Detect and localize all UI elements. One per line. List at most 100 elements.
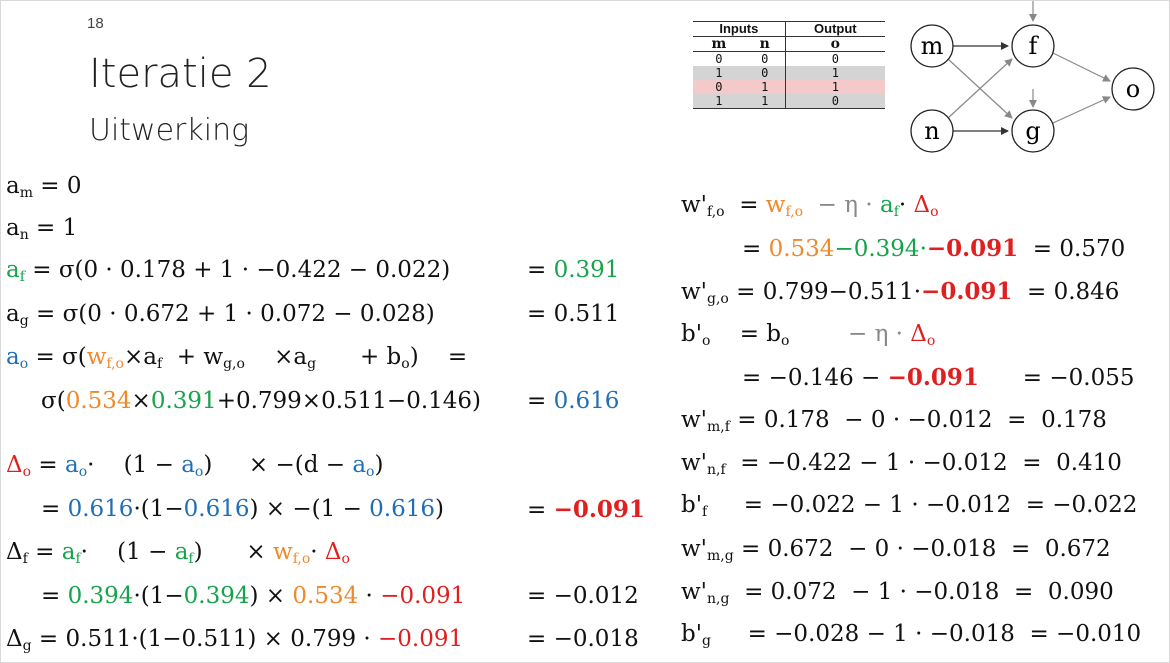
eq-w-mf: w'm,f = 0.178 − 0 · −0.012 = 0.178 [681,407,1107,435]
eq-b-o: b'o = bo − η · Δo [681,321,936,349]
table-group-inputs: Inputs [693,21,786,37]
table-col-m: m [693,36,745,52]
table-row: 1 1 0 [693,94,885,109]
eq-an-value: 1 [62,215,78,241]
eq-delta-g-result-value: −0.018 [553,626,639,652]
eq-ao-result: = 0.616 [527,388,620,414]
eq-delta-o-result: = −0.091 [527,496,645,523]
node-g: g [1011,109,1055,153]
eq-b-g: b'g = −0.028 − 1 · −0.018 = −0.010 [681,621,1142,649]
eq-delta-o-v1: 0.616 [67,496,134,522]
eq-w-go: w'g,o = 0.799−0.511·−0.091 = 0.846 [681,278,1120,307]
eq-delta-o-v3: 0.616 [369,496,436,522]
node-o-label: o [1126,75,1140,103]
eq-w-fo-v2: −0.394· [834,236,927,262]
eq-ao-formula: ao = σ(wf,o×af + wg,o ×ag + bo) = [6,344,468,372]
eq-ao-rest: +0.799×0.511−0.146) [216,388,482,414]
slide-number: 18 [87,15,104,32]
eq-af-result: = 0.391 [527,257,620,283]
node-n: n [910,109,954,153]
table-group-output: Output [784,21,885,37]
eq-b-g-value: = −0.028 − 1 · −0.018 = −0.010 [747,621,1142,647]
eq-delta-f-result-value: −0.012 [553,583,639,609]
table-cell: 0 [784,94,885,109]
eq-w-go-expr: 0.799−0.511· [762,279,922,305]
table-cell: 0 [761,66,769,80]
eq-w-fo-v1: 0.534 [768,236,835,262]
table-cell: 0 [784,51,885,66]
eq-ao-numeric: σ(0.534×0.391+0.799×0.511−0.146) [41,388,482,414]
truth-table: Inputs Output m n o 0 0 0 1 0 1 0 1 [693,21,885,109]
node-f: f [1011,24,1055,68]
eq-w-nf: w'n,f = −0.422 − 1 · −0.012 = 0.410 [681,450,1122,478]
eq-af-expr: σ(0 · 0.178 + 1 · −0.422 − 0.022) [58,257,451,283]
network-edges [947,1,1111,135]
table-cell: 1 [784,80,885,94]
slide-subtitle: Uitwerking [89,113,250,148]
eq-delta-f-w: 0.534 [292,583,359,609]
table-cell: 1 [744,94,786,109]
table-row: 1 0 1 [693,66,885,80]
eq-delta-o: Δo = ao· (1 − ao) × −(d − ao) [6,452,384,480]
eq-af-result-value: 0.391 [553,257,620,283]
eq-ag-result-value: 0.511 [553,301,620,327]
eq-b-o-result: −0.055 [1049,365,1135,391]
node-o: o [1111,67,1155,111]
eq-b-f-value: = −0.022 − 1 · −0.012 = −0.022 [743,492,1138,518]
eq-w-ng: w'n,g = 0.072 − 1 · −0.018 = 0.090 [681,579,1114,607]
eq-delta-g: Δg = 0.511·(1−0.511) × 0.799 · −0.091 [6,626,464,654]
eq-w-nf-value: = −0.422 − 1 · −0.012 = 0.410 [740,450,1122,476]
eq-ag: ag = σ(0 · 0.672 + 1 · 0.072 − 0.028) [6,301,435,329]
eq-w-fo-d: −0.091 [926,235,1019,262]
eq-am: am = 0 [6,173,82,201]
eq-delta-o-result-value: −0.091 [553,496,645,523]
eq-ao-result-value: 0.616 [553,388,620,414]
eq-delta-f-numeric: = 0.394·(1−0.394) × 0.534 · −0.091 [41,583,466,609]
eq-delta-f: Δf = af· (1 − af) × wf,o· Δo [6,539,350,567]
node-f-label: f [1029,32,1040,60]
eq-w-mf-value: = 0.178 − 0 · −0.012 = 0.178 [737,407,1107,433]
slide-title: Iteratie 2 [89,51,272,97]
table-cell: 0 [715,80,723,94]
eq-delta-g-result: = −0.018 [527,626,639,652]
table-cell: 1 [693,94,745,109]
eq-af: af = σ(0 · 0.178 + 1 · −0.422 − 0.022) [6,257,451,285]
eq-delta-f-d: −0.091 [380,583,466,609]
node-m-label: m [921,32,944,60]
eq-delta-f-result: = −0.012 [527,583,639,609]
table-row: 0 0 0 [693,51,885,66]
eq-b-o-v1: −0.146 − [768,365,888,391]
eq-w-fo: w'f,o = wf,o − η · af· Δo [681,192,939,220]
eq-delta-o-numeric: = 0.616·(1−0.616) × −(1 − 0.616) [41,496,444,522]
eq-delta-g-expr: 0.511·(1−0.511) × 0.799 · [65,626,379,652]
eq-b-f: b'f = −0.022 − 1 · −0.012 = −0.022 [681,492,1138,520]
table-cell: 1 [784,66,885,80]
eq-w-fo-result: 0.570 [1059,236,1126,262]
node-m: m [910,24,954,68]
eq-ao-w1: 0.534 [65,388,132,414]
table-col-n: n [744,36,786,52]
eq-delta-f-v2: 0.394 [183,583,250,609]
eq-b-o-numeric: = −0.146 − −0.091 = −0.055 [742,364,1135,391]
eq-ao-a1: 0.391 [150,388,217,414]
node-g-label: g [1025,117,1040,145]
eq-ag-expr: σ(0 · 0.672 + 1 · 0.072 − 0.028) [62,301,435,327]
table-cell: 0 [715,52,723,66]
table-row-highlighted: 0 1 1 [693,80,885,94]
eq-w-fo-numeric: = 0.534−0.394·−0.091 = 0.570 [742,235,1126,262]
eq-am-value: 0 [66,173,82,199]
eq-w-mg-value: = 0.672 − 0 · −0.018 = 0.672 [741,536,1111,562]
eq-w-ng-value: = 0.072 − 1 · −0.018 = 0.090 [744,579,1114,605]
eq-w-go-d: −0.091 [921,278,1013,305]
eq-delta-o-v2: 0.616 [183,496,250,522]
node-n-label: n [924,117,939,145]
eq-delta-f-v1: 0.394 [67,583,134,609]
network-diagram: m n f g o [910,1,1155,153]
table-cell: 0 [761,52,769,66]
eq-w-mg: w'm,g = 0.672 − 0 · −0.018 = 0.672 [681,536,1111,564]
eq-an: an = 1 [6,215,78,243]
eq-b-o-d: −0.091 [887,364,979,391]
eq-w-go-result: 0.846 [1053,279,1120,305]
table-col-o: o [784,36,885,52]
